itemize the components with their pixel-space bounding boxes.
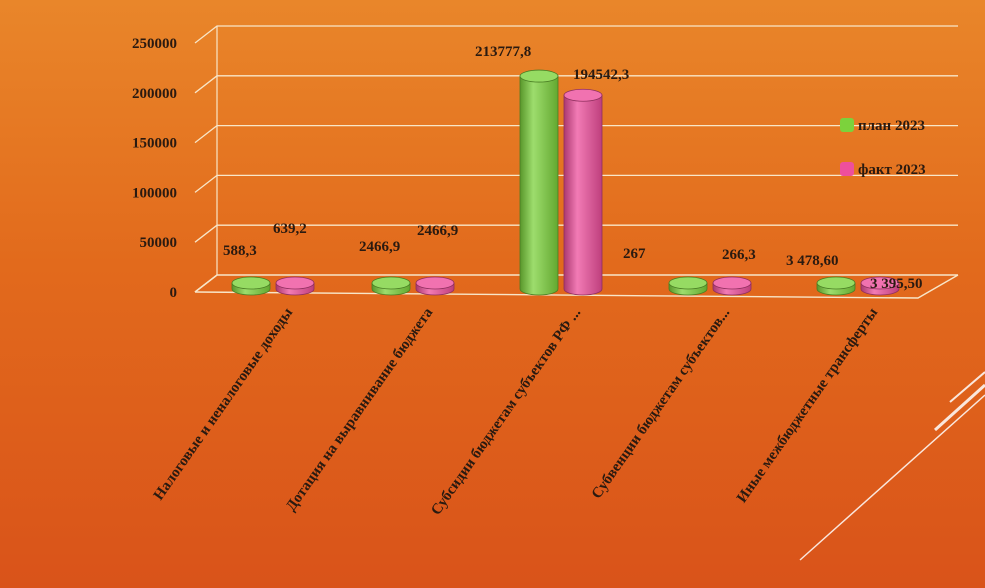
- data-label: 588,3: [223, 243, 257, 259]
- data-label: 3 478,60: [786, 253, 839, 269]
- data-labels: 588,3 639,2 2466,9 2466,9 213777,8 194542,3 26…: [223, 44, 923, 292]
- y-tick-label: 250000: [132, 36, 177, 52]
- axis-corner: [194, 274, 218, 293]
- legend-label: план 2023: [858, 118, 925, 134]
- bar-top: [371, 276, 411, 290]
- legend-swatch: [840, 118, 854, 132]
- data-label: 213777,8: [475, 44, 531, 60]
- bar-plan: [519, 75, 559, 296]
- legend-swatch: [840, 162, 854, 176]
- gridline: [194, 25, 958, 44]
- bar-fact: [563, 94, 603, 296]
- bar-top: [563, 88, 603, 102]
- data-label: 194542,3: [573, 67, 629, 83]
- y-tick-label: 100000: [132, 185, 177, 201]
- y-tick-label: 0: [170, 285, 178, 301]
- bar-top: [860, 276, 900, 290]
- x-tick-label: Налоговые и неналоговые доходы: [151, 305, 297, 503]
- data-label: 267: [623, 246, 646, 262]
- bar-top: [816, 276, 856, 290]
- x-tick-label: Субсидии бюджетам субъектов РФ ...: [428, 305, 584, 518]
- y-tick-label: 200000: [132, 86, 177, 102]
- data-label: 2466,9: [417, 223, 458, 239]
- y-axis: 0 50000 100000 150000 200000 250000: [132, 36, 177, 301]
- x-tick-label: Дотация на выравнивание бюджета: [283, 305, 436, 515]
- y-tick-label: 150000: [132, 136, 177, 152]
- bar-top: [712, 276, 752, 290]
- bar-top: [275, 276, 315, 290]
- data-label: 266,3: [722, 247, 756, 263]
- data-label: 2466,9: [359, 239, 400, 255]
- bar-top: [231, 276, 271, 290]
- bars: [231, 69, 900, 296]
- legend-label: факт 2023: [858, 162, 926, 178]
- y-tick-label: 50000: [140, 235, 178, 251]
- bar-top: [519, 69, 559, 83]
- data-label: 639,2: [273, 221, 307, 237]
- bar-top: [415, 276, 455, 290]
- x-tick-label: Субвенции бюджетам субъектов...: [589, 305, 734, 502]
- bar-top: [668, 276, 708, 290]
- data-label: 3 395,50: [870, 276, 923, 292]
- legend: план 2023 факт 2023: [840, 118, 926, 178]
- decorative-lines: [799, 371, 985, 561]
- x-tick-label: Иные межбюджетные трансферты: [734, 305, 881, 506]
